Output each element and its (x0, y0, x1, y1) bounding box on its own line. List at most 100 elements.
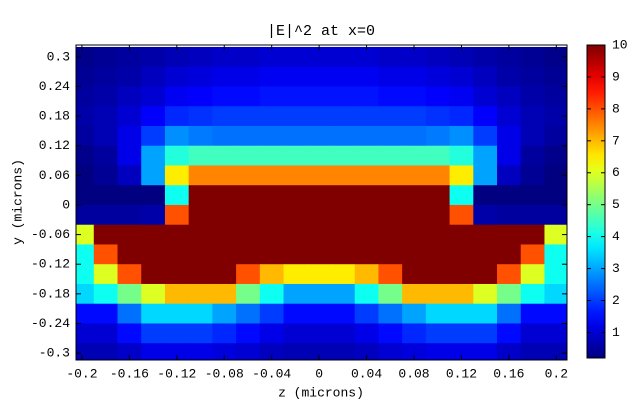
heatmap-cell (544, 323, 567, 344)
heatmap-cell (259, 145, 285, 166)
heatmap-cell (378, 204, 403, 226)
heatmap-cell (402, 283, 427, 305)
heatmap-cell (76, 343, 95, 360)
heatmap-cell (449, 224, 474, 245)
heatmap-cell (141, 303, 166, 324)
heatmap-cell (425, 86, 451, 107)
heatmap-cell (259, 343, 285, 360)
heatmap-cell (283, 46, 308, 68)
heatmap-cell (93, 264, 119, 285)
heatmap-cell (378, 264, 403, 285)
heatmap-cell (307, 323, 332, 344)
heatmap-cell (212, 145, 237, 166)
y-tick-label: 0.24 (39, 79, 70, 94)
heatmap-cell (544, 125, 567, 147)
heatmap-cell (378, 323, 403, 344)
heatmap-cell (141, 283, 166, 305)
heatmap-cell (117, 303, 142, 324)
heatmap-cell (236, 145, 261, 166)
heatmap-cell (544, 204, 567, 226)
heatmap-cell (520, 185, 545, 206)
heatmap-cell (141, 204, 166, 226)
y-tick-label: 0.3 (47, 49, 70, 64)
heatmap-cell (141, 185, 166, 206)
heatmap-cell (307, 165, 332, 186)
heatmap-cell (212, 283, 237, 305)
heatmap-cell (354, 204, 379, 226)
heatmap-cell (449, 165, 474, 186)
heatmap-cell (283, 66, 308, 87)
heatmap-cell (93, 343, 119, 360)
heatmap-cell (117, 125, 142, 147)
heatmap-cell (93, 283, 119, 305)
heatmap-cell (378, 86, 403, 107)
heatmap-cell (283, 86, 308, 107)
heatmap-cell (212, 106, 237, 127)
heatmap-cell (473, 264, 498, 285)
heatmap-cell (473, 343, 498, 360)
heatmap-cell (425, 145, 451, 166)
heatmap-cell (259, 185, 285, 206)
heatmap-cell (544, 224, 567, 245)
heatmap-cell (402, 224, 427, 245)
heatmap-cell (544, 303, 567, 324)
heatmap-cell (76, 303, 95, 324)
heatmap-cell (93, 303, 119, 324)
heatmap-cell (425, 204, 451, 226)
heatmap-cell (520, 343, 545, 360)
heatmap-cell (520, 264, 545, 285)
heatmap-cell (449, 343, 474, 360)
heatmap-cell (93, 323, 119, 344)
heatmap-cell (259, 244, 285, 265)
heatmap-cell (164, 224, 190, 245)
x-axis-label: z (microns) (278, 385, 364, 400)
colorbar-tick-label: 8 (612, 101, 620, 116)
heatmap-cell (497, 204, 522, 226)
heatmap-cell (449, 303, 474, 324)
heatmap-cell (259, 106, 285, 127)
heatmap-cell (354, 46, 379, 68)
heatmap-cell (141, 66, 166, 87)
heatmap-cell (283, 244, 308, 265)
heatmap-cell (141, 264, 166, 285)
heatmap-cell (330, 66, 356, 87)
heatmap-cell (283, 165, 308, 186)
heatmap-cell (330, 343, 356, 360)
heatmap-cell (259, 66, 285, 87)
heatmap-cell (259, 204, 285, 226)
y-tick-label: -0.3 (39, 346, 70, 361)
heatmap-cell (402, 106, 427, 127)
heatmap-cell (212, 125, 237, 147)
heatmap-cell (117, 145, 142, 166)
heatmap-cell (449, 86, 474, 107)
plot-frame (75, 44, 568, 361)
heatmap-cell (520, 125, 545, 147)
heatmap-cell (354, 244, 379, 265)
heatmap-cell (520, 106, 545, 127)
heatmap-cell (76, 165, 95, 186)
heatmap-cell (473, 204, 498, 226)
heatmap-cell (283, 303, 308, 324)
x-tick-label: -0.12 (157, 366, 196, 381)
heatmap-cell (117, 165, 142, 186)
heatmap-cell (188, 264, 213, 285)
heatmap-cell (330, 283, 356, 305)
heatmap-cell (212, 185, 237, 206)
heatmap-cell (307, 86, 332, 107)
heatmap-cell (544, 86, 567, 107)
heatmap-cell (236, 343, 261, 360)
heatmap-cell (520, 204, 545, 226)
heatmap-cell (236, 303, 261, 324)
heatmap-cell (236, 106, 261, 127)
heatmap-cell (212, 343, 237, 360)
heatmap-cell (402, 66, 427, 87)
heatmap-cell (188, 165, 213, 186)
heatmap-cell (188, 204, 213, 226)
heatmap-cell (402, 46, 427, 68)
heatmap-cell (378, 46, 403, 68)
heatmap-cell (117, 86, 142, 107)
y-axis-label: y (microns) (10, 159, 25, 245)
heatmap-cell (354, 283, 379, 305)
heatmap-cell (93, 204, 119, 226)
